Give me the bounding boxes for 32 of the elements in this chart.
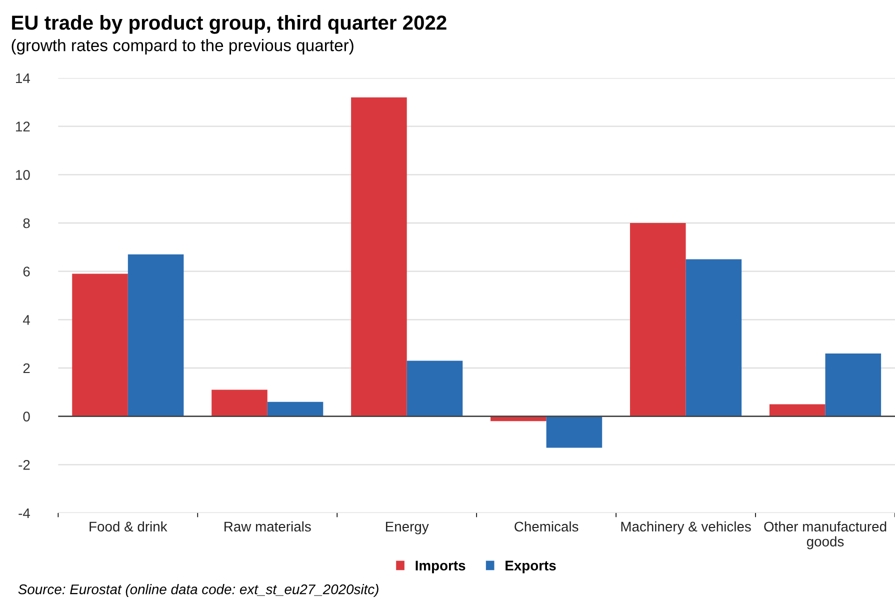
bar <box>630 223 686 416</box>
bar <box>686 259 742 416</box>
x-tick-label: Machinery & vehicles <box>621 521 751 534</box>
x-tick-label: Chemicals <box>514 521 578 532</box>
bar <box>267 402 324 416</box>
y-tick-label: 8 <box>23 218 30 228</box>
y-tick-label: -4 <box>18 508 30 518</box>
bar <box>825 354 882 416</box>
bar <box>72 274 128 416</box>
y-tick-label: -2 <box>18 460 30 470</box>
source-note: Source: Eurostat (online data code: ext_st_eu27_2020sitc) <box>18 584 378 597</box>
chart-title: EU trade by product group, third quarter 2022 <box>12 15 446 34</box>
x-tick-label: Raw materials <box>224 521 311 532</box>
bar <box>128 254 184 416</box>
y-tick-label: 14 <box>16 73 30 84</box>
y-tick-label: 0 <box>23 412 30 422</box>
y-tick-label: 4 <box>22 315 30 325</box>
chart-subtitle: (growth rates compard to the previous quarter) <box>12 39 354 55</box>
bar <box>406 360 463 416</box>
x-tick-label: Energy <box>386 522 429 534</box>
legend-label: Imports <box>416 560 466 574</box>
bar <box>769 404 826 416</box>
y-tick-label: 12 <box>16 122 30 132</box>
y-tick-label: 2 <box>23 363 30 374</box>
bar <box>351 97 407 416</box>
y-tick-label: 6 <box>23 266 30 277</box>
y-tick-label: 10 <box>16 170 30 180</box>
bar <box>212 390 268 416</box>
x-tick-label: Food & drink <box>90 521 168 532</box>
legend-label: Exports <box>506 560 556 574</box>
x-tick-label: Other manufactured goods <box>764 521 886 550</box>
bar <box>546 416 602 448</box>
